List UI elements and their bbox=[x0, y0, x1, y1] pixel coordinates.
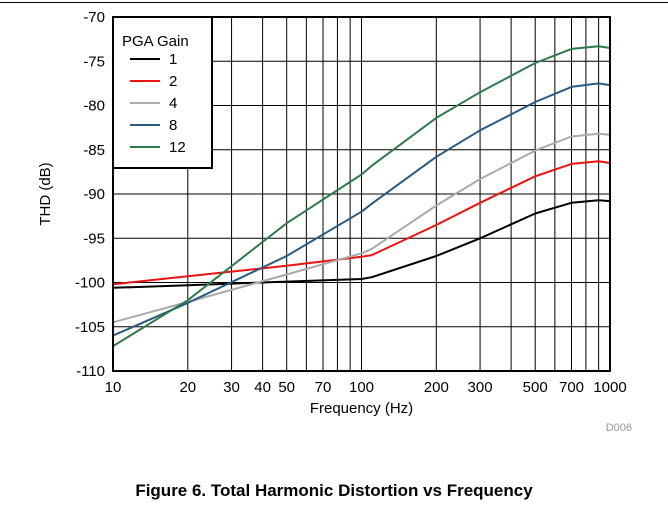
series-line-gain-12 bbox=[112, 45, 611, 348]
x-tick-label: 200 bbox=[424, 379, 449, 396]
y-tick-label: -100 bbox=[75, 275, 105, 292]
series-lines bbox=[112, 45, 611, 348]
y-tick-label: -90 bbox=[83, 186, 105, 203]
x-tick-label: 500 bbox=[523, 379, 548, 396]
x-tick-label: 700 bbox=[559, 379, 584, 396]
y-tick-label: -105 bbox=[75, 319, 105, 336]
x-tick-label: 70 bbox=[315, 379, 332, 396]
legend-box bbox=[112, 16, 213, 169]
series-line-gain-8 bbox=[112, 82, 611, 337]
y-tick-label: -70 bbox=[83, 9, 105, 26]
x-tick-label: 300 bbox=[468, 379, 493, 396]
x-tick-label: 40 bbox=[254, 379, 271, 396]
legend-label-gain-12: 12 bbox=[169, 139, 186, 156]
y-tick-label: -75 bbox=[83, 53, 105, 70]
y-tick-label: -80 bbox=[83, 98, 105, 115]
x-tick-label: 30 bbox=[223, 379, 240, 396]
x-tick-label: 10 bbox=[105, 379, 122, 396]
legend-label-gain-8: 8 bbox=[169, 117, 177, 134]
series-line-gain-4 bbox=[112, 132, 611, 324]
x-tick-label: 50 bbox=[278, 379, 295, 396]
y-tick-label: -110 bbox=[76, 363, 105, 380]
y-tick-label: -95 bbox=[83, 230, 105, 247]
legend-label-gain-1: 1 bbox=[169, 51, 177, 68]
figure-code: D006 bbox=[606, 422, 632, 434]
y-axis-label: THD (dB) bbox=[37, 162, 54, 225]
y-tick-label: -85 bbox=[83, 142, 105, 159]
figure-caption: Figure 6. Total Harmonic Distortion vs F… bbox=[135, 481, 533, 500]
series-line-gain-2 bbox=[112, 160, 611, 286]
x-tick-label: 20 bbox=[179, 379, 196, 396]
legend-label-gain-2: 2 bbox=[169, 73, 177, 90]
x-tick-label: 100 bbox=[349, 379, 374, 396]
tick-labels: 10 20 30 40 50 70 100 200 300 500 700 1000 -70 -75 -80… bbox=[75, 9, 627, 396]
legend-title: PGA Gain bbox=[122, 33, 189, 50]
thd-vs-frequency-chart: 10 20 30 40 50 70 100 200 300 500 700 1000 -70 -75 -80… bbox=[37, 9, 632, 434]
x-tick-label: 1000 bbox=[593, 379, 626, 396]
top-rule bbox=[0, 2, 668, 3]
x-axis-label: Frequency (Hz) bbox=[310, 400, 413, 417]
plot-frame bbox=[112, 16, 611, 372]
legend-label-gain-4: 4 bbox=[169, 95, 177, 112]
